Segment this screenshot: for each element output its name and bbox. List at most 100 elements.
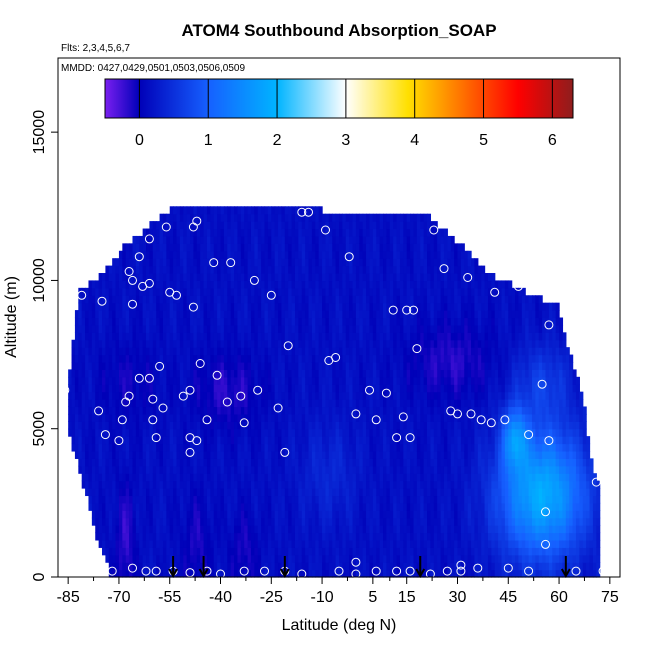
heatmap-cell xyxy=(288,258,293,267)
heatmap-cell xyxy=(427,347,432,356)
heatmap-cell xyxy=(240,213,245,222)
heatmap-cell xyxy=(420,369,425,378)
heatmap-cell xyxy=(122,510,127,519)
heatmap-cell xyxy=(196,243,201,252)
heatmap-cell xyxy=(162,495,167,504)
heatmap-cell xyxy=(393,488,398,497)
heatmap-cell xyxy=(383,347,387,356)
heatmap-cell xyxy=(112,473,117,482)
heatmap-cell xyxy=(139,280,144,289)
heatmap-cell xyxy=(423,532,428,541)
heatmap-cell xyxy=(176,399,181,408)
heatmap-cell xyxy=(176,525,181,534)
heatmap-cell xyxy=(261,517,266,526)
heatmap-cell xyxy=(403,510,408,519)
heatmap-cell xyxy=(135,235,140,244)
heatmap-cell xyxy=(223,488,228,497)
heatmap-cell xyxy=(281,502,286,511)
heatmap-cell xyxy=(406,361,411,370)
heatmap-cell xyxy=(234,361,239,370)
heatmap-cell xyxy=(399,495,404,504)
heatmap-cell xyxy=(169,539,174,548)
heatmap-cell xyxy=(393,332,398,341)
heatmap-cell xyxy=(139,287,144,296)
heatmap-cell xyxy=(98,391,103,400)
heatmap-cell xyxy=(403,295,408,304)
heatmap-cell xyxy=(318,443,323,452)
heatmap-cell xyxy=(78,347,83,356)
heatmap-cell xyxy=(159,354,164,363)
heatmap-cell xyxy=(257,369,262,378)
heatmap-cell xyxy=(230,569,235,578)
heatmap-cell xyxy=(102,376,106,385)
heatmap-cell xyxy=(389,250,394,259)
heatmap-cell xyxy=(308,317,313,326)
heatmap-cell xyxy=(234,532,239,541)
heatmap-cell xyxy=(162,361,167,370)
heatmap-cell xyxy=(311,310,316,319)
heatmap-cell xyxy=(291,458,296,467)
heatmap-cell xyxy=(264,539,269,548)
heatmap-cell xyxy=(196,361,201,370)
heatmap-cell xyxy=(376,510,381,519)
heatmap-cell xyxy=(122,495,127,504)
heatmap-cell xyxy=(176,302,181,311)
heatmap-cell xyxy=(359,287,364,296)
heatmap-cell xyxy=(169,258,174,267)
heatmap-cell xyxy=(332,465,337,474)
heatmap-cell xyxy=(129,391,134,400)
heatmap-cell xyxy=(244,532,249,541)
heatmap-cell xyxy=(105,265,110,274)
heatmap-cell xyxy=(132,532,137,541)
heatmap-cell xyxy=(261,532,266,541)
heatmap-cell xyxy=(190,324,195,333)
heatmap-cell xyxy=(427,280,432,289)
heatmap-cell xyxy=(112,332,117,341)
heatmap-cell xyxy=(301,235,306,244)
heatmap-cell xyxy=(173,450,178,459)
heatmap-cell xyxy=(305,413,310,422)
heatmap-cell xyxy=(118,317,123,326)
heatmap-cell xyxy=(220,354,225,363)
heatmap-cell xyxy=(271,339,276,348)
heatmap-cell xyxy=(254,317,259,326)
heatmap-cell xyxy=(152,384,157,393)
heatmap-cell xyxy=(362,391,367,400)
heatmap-cell xyxy=(278,510,283,519)
heatmap-cell xyxy=(254,354,259,363)
heatmap-cell xyxy=(105,302,110,311)
heatmap-cell xyxy=(389,480,394,489)
heatmap-cell xyxy=(173,473,178,482)
heatmap-cell xyxy=(102,339,106,348)
heatmap-cell xyxy=(118,339,123,348)
heatmap-cell xyxy=(118,473,123,482)
heatmap-cell xyxy=(149,569,154,578)
heatmap-cell xyxy=(91,495,96,504)
heatmap-cell xyxy=(98,324,103,333)
heatmap-cell xyxy=(196,332,201,341)
heatmap-cell xyxy=(420,213,425,222)
heatmap-cell xyxy=(288,280,293,289)
heatmap-cell xyxy=(91,399,96,408)
heatmap-cell xyxy=(416,228,421,237)
heatmap-cell xyxy=(325,221,330,230)
heatmap-cell xyxy=(362,243,367,252)
heatmap-cell xyxy=(186,532,191,541)
heatmap-cell xyxy=(135,421,140,430)
heatmap-cell xyxy=(125,250,130,259)
heatmap-cell xyxy=(85,332,90,341)
heatmap-cell xyxy=(274,458,279,467)
heatmap-cell xyxy=(339,339,343,348)
heatmap-cell xyxy=(206,399,211,408)
heatmap-cell xyxy=(135,280,140,289)
heatmap-cell xyxy=(261,502,266,511)
heatmap-cell xyxy=(152,347,157,356)
heatmap-cell xyxy=(403,488,408,497)
heatmap-cell xyxy=(206,369,211,378)
heatmap-cell xyxy=(328,235,333,244)
heatmap-cell xyxy=(190,295,195,304)
heatmap-cell xyxy=(149,235,154,244)
heatmap-cell xyxy=(349,428,354,437)
heatmap-cell xyxy=(345,324,350,333)
heatmap-cell xyxy=(179,302,184,311)
